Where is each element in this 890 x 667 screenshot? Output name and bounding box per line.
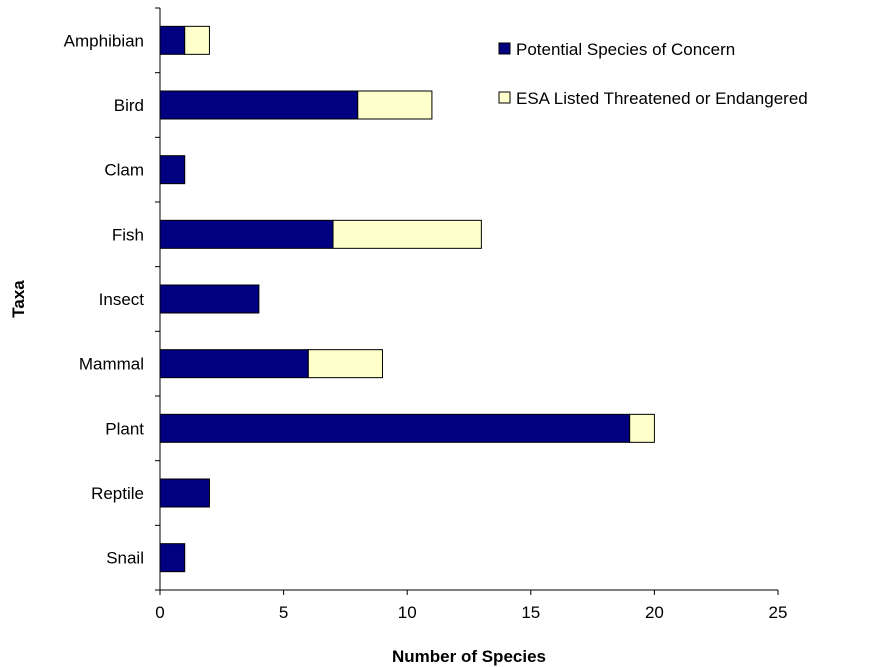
bar-snail-series-1	[159, 543, 186, 573]
x-axis-title: Number of Species	[392, 647, 546, 666]
bar-fish-series-2	[332, 219, 482, 249]
bar-reptile-series-1	[159, 478, 210, 508]
legend-swatch-1	[498, 42, 511, 55]
legend-swatch-2	[498, 91, 511, 104]
y-tick-marks	[155, 7, 160, 591]
axes-layer	[159, 8, 778, 591]
y-tick-label-insect: Insect	[99, 290, 145, 309]
y-tick-labels: Amphibian Bird Clam Fish Insect Mammal Plant Re…	[64, 31, 145, 567]
bar-amphibian-series-1	[159, 25, 186, 55]
bar-fish-series-1	[159, 219, 334, 249]
y-tick-label-fish: Fish	[112, 225, 144, 244]
bar-bird-series-1	[159, 90, 359, 120]
x-tick-marks	[159, 590, 779, 595]
y-tick-label-bird: Bird	[114, 96, 144, 115]
bar-plant-series-1	[159, 413, 631, 443]
legend: Potential Species of Concern ESA Listed T…	[498, 40, 808, 108]
bar-plant-series-2	[629, 413, 655, 443]
x-tick-label-20: 20	[645, 603, 664, 622]
y-axis-title: Taxa	[9, 280, 28, 318]
bar-mammal-series-2	[307, 349, 383, 379]
x-tick-label-15: 15	[521, 603, 540, 622]
y-tick-label-reptile: Reptile	[91, 484, 144, 503]
x-tick-label-10: 10	[398, 603, 417, 622]
x-tick-label-0: 0	[155, 603, 164, 622]
y-tick-label-snail: Snail	[106, 549, 144, 568]
bar-amphibian-series-2	[184, 25, 210, 55]
bar-clam-series-1	[159, 155, 186, 185]
x-tick-labels: 0 5 10 15 20 25	[155, 603, 787, 622]
y-tick-label-amphibian: Amphibian	[64, 31, 144, 50]
legend-label-1: Potential Species of Concern	[516, 40, 735, 59]
bar-insect-series-1	[159, 284, 260, 314]
x-tick-label-25: 25	[769, 603, 788, 622]
bar-bird-series-2	[357, 90, 433, 120]
bars-layer	[159, 25, 655, 573]
y-tick-label-plant: Plant	[105, 419, 144, 438]
legend-label-2: ESA Listed Threatened or Endangered	[516, 89, 808, 108]
x-tick-label-5: 5	[279, 603, 288, 622]
y-tick-label-mammal: Mammal	[79, 355, 144, 374]
bar-mammal-series-1	[159, 349, 309, 379]
y-tick-label-clam: Clam	[104, 161, 144, 180]
